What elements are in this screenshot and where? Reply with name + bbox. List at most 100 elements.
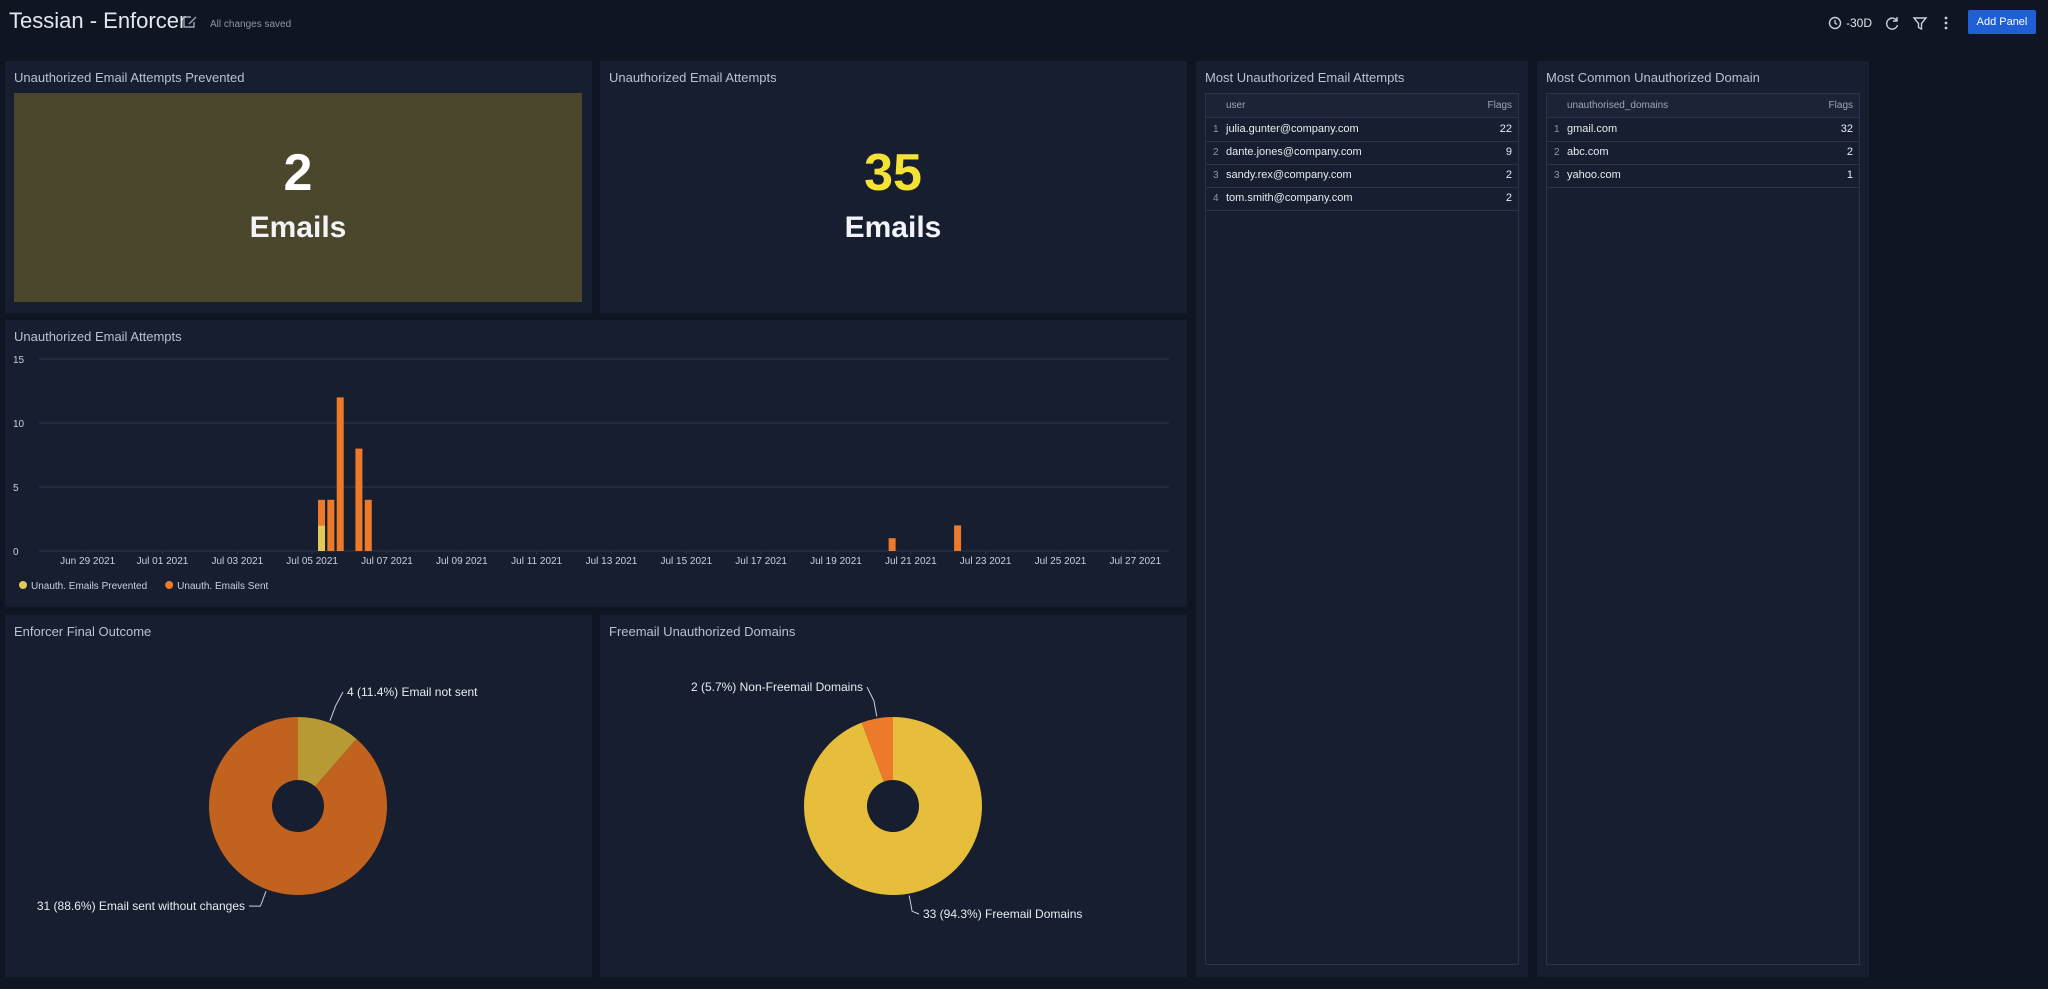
table-cell: 2 [1505,169,1512,181]
data-label: 4 (11.4%) Email not sent [347,685,478,699]
filter-icon[interactable] [1912,15,1928,31]
panel-title: Enforcer Final Outcome [14,624,152,639]
y-tick-label: 5 [13,483,19,494]
pie-slice [209,717,387,895]
panel-title: Most Common Unauthorized Domain [1546,70,1760,85]
x-tick-label: Jul 11 2021 [511,556,562,567]
chart: 0 5 10 15 Jun 29 2021 Jul 01 2021 Jul 03 2021 J… [13,355,1169,592]
stat-unit: Emails [249,211,347,244]
stat-panel: Unauthorized Email Attempts Prevented 2 Em… [5,61,592,313]
stat-value: 35 [864,144,922,202]
x-tick-label: Jul 23 2021 [960,556,1012,567]
y-tick-label: 10 [13,419,25,430]
table-row: 2 dante.jones@company.com 9 [1206,141,1518,165]
table-row: 1 gmail.com 32 [1547,118,1859,142]
row-index: 4 [1213,193,1219,204]
row-index: 1 [1213,124,1219,135]
stat-box: 2 Emails [14,93,582,302]
table-header: user Flags [1206,94,1518,118]
y-tick-label: 15 [13,355,25,366]
x-tick-label: Jul 05 2021 [286,556,338,567]
table-cell: 1 [1846,169,1853,181]
bar [355,448,363,551]
edit-icon[interactable] [182,14,198,30]
x-tick-label: Jul 03 2021 [211,556,263,567]
leader-line [248,891,267,907]
stat-unit: Emails [844,211,942,244]
table-cell: gmail.com [1567,123,1618,135]
x-tick-label: Jul 07 2021 [361,556,413,567]
legend-label: Unauth. Emails Prevented [31,581,147,592]
refresh-icon[interactable] [1884,15,1900,31]
table-panel: Most Unauthorized Email Attempts user Flag… [1196,61,1528,977]
dashboard-title: Tessian - Enforcer [9,8,187,33]
table: user Flags 1 julia.gunter@company.com 22 2 dan… [1205,93,1519,965]
table-cell: 9 [1505,146,1512,158]
row-index: 3 [1213,170,1219,181]
clock-icon [1828,16,1842,30]
panel-title: Unauthorized Email Attempts [609,70,777,85]
stat-value: 2 [283,144,313,202]
table: unauthorised_domains Flags 1 gmail.com 32 2 ab… [1546,93,1860,965]
row-index: 1 [1554,124,1560,135]
table-cell: dante.jones@company.com [1226,146,1362,158]
data-label: 33 (94.3%) Freemail Domains [923,907,1082,921]
table-row: 2 abc.com 2 [1547,141,1859,165]
more-icon[interactable] [1940,15,1952,31]
stat-box: 35 Emails [609,93,1177,302]
row-index: 2 [1213,147,1219,158]
chart: 33 (94.3%) Freemail Domains 2 (5.7%) Non-… [691,680,1082,921]
x-tick-label: Jul 21 2021 [885,556,937,567]
table-cell: julia.gunter@company.com [1226,123,1359,135]
bar [888,538,896,551]
chart-panel: Enforcer Final Outcome 4 (11.4%) Email no… [5,615,592,977]
column-header: Flags [1828,100,1853,111]
table-cell: 32 [1840,123,1853,135]
leader-line [908,895,920,915]
x-tick-label: Jul 15 2021 [660,556,712,567]
panel-title: Most Unauthorized Email Attempts [1205,70,1405,85]
bar [336,397,344,551]
x-tick-label: Jul 17 2021 [735,556,787,567]
bar [364,499,372,551]
table-cell: sandy.rex@company.com [1226,169,1352,181]
panel-title: Unauthorized Email Attempts Prevented [14,70,245,85]
chart-panel: Unauthorized Email Attempts 0 5 10 15 Jun 29 … [5,320,1187,607]
time-range[interactable]: -30D [1846,16,1873,30]
panel-title: Freemail Unauthorized Domains [609,624,796,639]
x-tick-label: Jun 29 2021 [60,556,115,567]
table-panel: Most Common Unauthorized Domain unauthori… [1537,61,1869,977]
chart: 4 (11.4%) Email not sent 31 (88.6%) Email… [37,685,478,913]
table-cell: yahoo.com [1567,169,1621,181]
leader-line [866,686,878,717]
table-cell: 2 [1846,146,1853,158]
pie-slice [804,717,982,895]
x-tick-label: Jul 27 2021 [1109,556,1161,567]
table-row: 1 julia.gunter@company.com 22 [1206,118,1518,142]
stat-panel: Unauthorized Email Attempts 35 Emails [600,61,1187,313]
row-index: 2 [1554,147,1560,158]
table-row: 3 yahoo.com 1 [1547,164,1859,188]
table-cell: 22 [1499,123,1512,135]
bar [327,499,335,551]
x-tick-label: Jul 09 2021 [436,556,488,567]
table-row: 3 sandy.rex@company.com 2 [1206,164,1518,188]
legend-swatch [165,581,174,589]
add-panel-button[interactable]: Add Panel [1968,10,2036,34]
save-status: All changes saved [210,19,292,30]
column-header: user [1226,100,1246,111]
x-tick-label: Jul 25 2021 [1035,556,1087,567]
x-tick-label: Jul 13 2021 [586,556,638,567]
table-cell: 2 [1505,192,1512,204]
column-header: Flags [1487,100,1512,111]
legend-label: Unauth. Emails Sent [177,581,268,592]
data-label: 2 (5.7%) Non-Freemail Domains [691,680,863,694]
row-index: 3 [1554,170,1560,181]
panel-title: Unauthorized Email Attempts [14,329,182,344]
table-header: unauthorised_domains Flags [1547,94,1859,118]
table-row: 4 tom.smith@company.com 2 [1206,187,1518,211]
x-tick-label: Jul 01 2021 [137,556,189,567]
chart-panel: Freemail Unauthorized Domains 33 (94.3%) … [600,615,1187,977]
pie-slice [861,717,893,782]
